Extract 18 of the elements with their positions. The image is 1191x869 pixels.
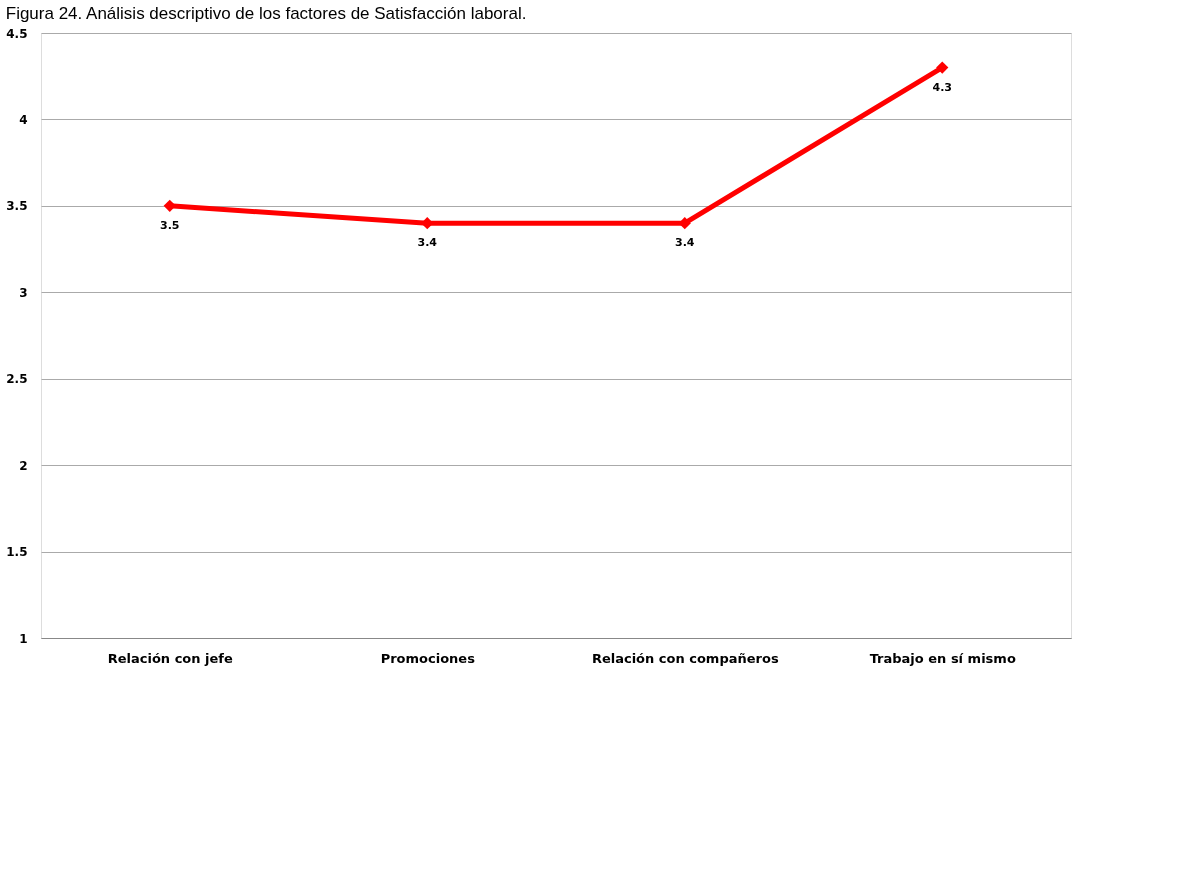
data-label: 3.5 <box>160 218 180 232</box>
y-tick-label: 2.5 <box>6 372 28 387</box>
y-tick-label: 1.5 <box>6 545 28 560</box>
y-tick-label: 2 <box>19 458 28 473</box>
y-tick-label: 1 <box>19 631 28 646</box>
y-tick-label: 3.5 <box>6 199 28 214</box>
y-tick-label: 3 <box>19 285 28 300</box>
x-tick-label: Relación con compañeros <box>591 650 779 666</box>
x-tick-label: Trabajo en sí mismo <box>869 650 1016 666</box>
y-tick-label: 4.5 <box>6 26 28 41</box>
x-tick-label: Relación con jefe <box>107 650 233 666</box>
data-label: 3.4 <box>675 236 695 250</box>
point <box>936 61 949 74</box>
data-label: 3.4 <box>417 236 438 250</box>
data-label: 4.3 <box>932 80 952 94</box>
y-tick-label: 4 <box>19 112 28 127</box>
chart-title: Figura 24. Análisis descriptivo de los factores de Satisfacción laboral. <box>5 4 527 23</box>
x-tick-label: Promociones <box>380 650 476 666</box>
